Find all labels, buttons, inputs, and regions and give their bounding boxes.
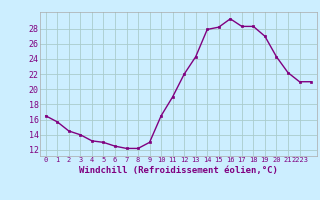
X-axis label: Windchill (Refroidissement éolien,°C): Windchill (Refroidissement éolien,°C) <box>79 166 278 175</box>
